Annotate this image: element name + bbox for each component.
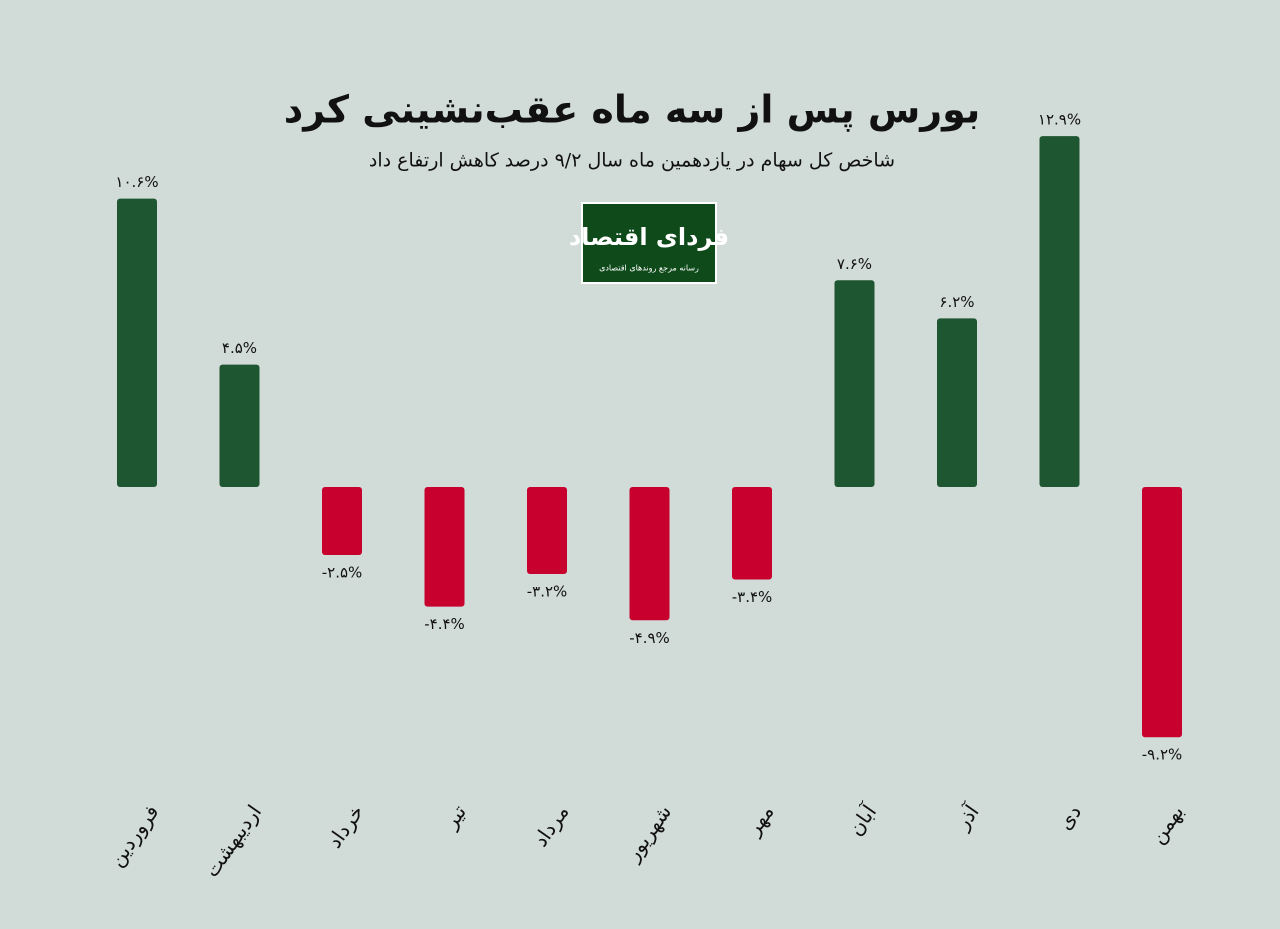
value-label: ۶.۲%	[939, 293, 974, 311]
value-label: -۳.۴%	[732, 588, 773, 606]
value-label: -۴.۴%	[424, 615, 465, 633]
bar	[732, 487, 772, 580]
value-label: ۱۰.۶%	[115, 173, 158, 191]
bar	[1039, 136, 1080, 487]
bar	[834, 280, 875, 487]
bar	[1142, 487, 1182, 738]
bar	[937, 318, 977, 487]
value-label: ۱۲.۹%	[1038, 111, 1081, 129]
bar	[629, 487, 670, 621]
bar	[322, 487, 362, 555]
value-label: -۳.۲%	[527, 583, 568, 601]
value-label: ۷.۶%	[837, 255, 872, 273]
logo-name: فردای اقتصاد	[569, 223, 729, 251]
chart-subtitle: شاخص کل سهام در یازدهمین ماه سال ۹/۲ درص…	[369, 150, 895, 172]
value-label: -۲.۵%	[322, 564, 363, 582]
value-label: -۹.۲%	[1142, 746, 1183, 764]
value-label: ۴.۵%	[222, 339, 257, 357]
chart-title: بورس پس از سه ماه عقب‌نشینی کرد	[284, 88, 981, 132]
logo-box	[581, 202, 717, 284]
value-label: -۴.۹%	[629, 629, 670, 647]
bar	[527, 487, 567, 575]
bar	[219, 364, 260, 487]
bar	[424, 487, 465, 607]
logo: فردای اقتصاد رسانه مرجع روندهای اقتصادی	[569, 202, 729, 284]
bar	[117, 198, 157, 487]
logo-tagline: رسانه مرجع روندهای اقتصادی	[599, 264, 699, 273]
